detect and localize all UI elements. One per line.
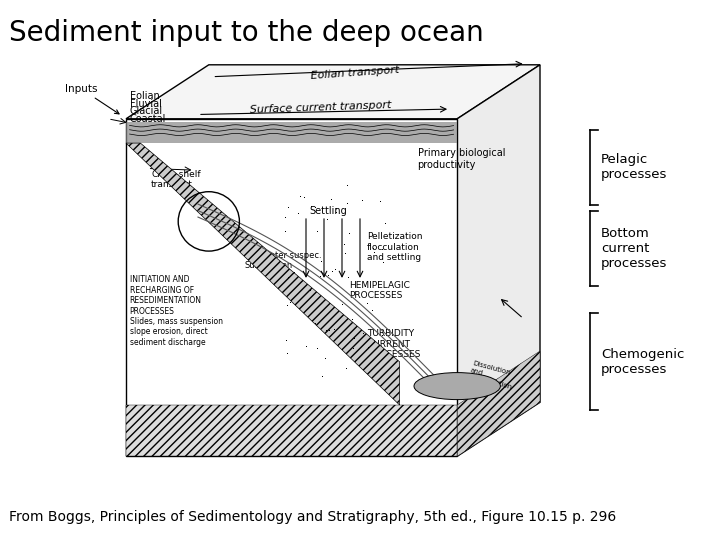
Polygon shape [126,119,457,456]
Text: Mid-water suspec.
Suspension: Mid-water suspec. Suspension [245,251,321,271]
Polygon shape [457,65,540,456]
Text: Primary biological
productivity: Primary biological productivity [418,148,505,170]
Polygon shape [457,351,540,456]
Text: Coastal: Coastal [130,114,166,124]
Text: From Boggs, Principles of Sedimentology and Stratigraphy, 5th ed., Figure 10.15 : From Boggs, Principles of Sedimentology … [9,510,616,524]
Text: Fluvial: Fluvial [130,99,161,109]
Text: Chemogenic
processes: Chemogenic processes [601,348,685,376]
Text: Surface current transport: Surface current transport [249,100,392,116]
Polygon shape [126,143,400,405]
Text: Settling: Settling [310,206,347,215]
Text: HEMIPELAGIC
PROCESSES: HEMIPELAGIC PROCESSES [349,281,410,300]
Text: Bottom
current
processes: Bottom current processes [601,227,667,270]
Text: Sediment input to the deep ocean: Sediment input to the deep ocean [9,19,483,47]
Text: Eolian transport: Eolian transport [310,65,400,81]
Polygon shape [126,65,540,119]
Text: TURBIDITY
CURRENT
PROCESSES: TURBIDITY CURRENT PROCESSES [367,329,420,359]
Text: Pelagic
processes: Pelagic processes [601,153,667,181]
Text: Eolian: Eolian [130,91,159,101]
Text: Cross-shelf
transport: Cross-shelf transport [151,170,201,190]
Polygon shape [126,122,457,143]
Text: Inputs: Inputs [65,84,119,114]
Polygon shape [126,405,457,456]
Text: INITIATION AND
RECHARGING OF
RESEDIMENTATION
PROCESSES
Slides, mass suspension
s: INITIATION AND RECHARGING OF RESEDIMENTA… [130,275,222,347]
Text: Dissolution
and
precipitation: Dissolution and precipitation [468,360,516,390]
Text: Pelletization
flocculation
and settling: Pelletization flocculation and settling [367,232,423,262]
Ellipse shape [414,373,500,400]
Text: Glacial: Glacial [130,106,163,116]
